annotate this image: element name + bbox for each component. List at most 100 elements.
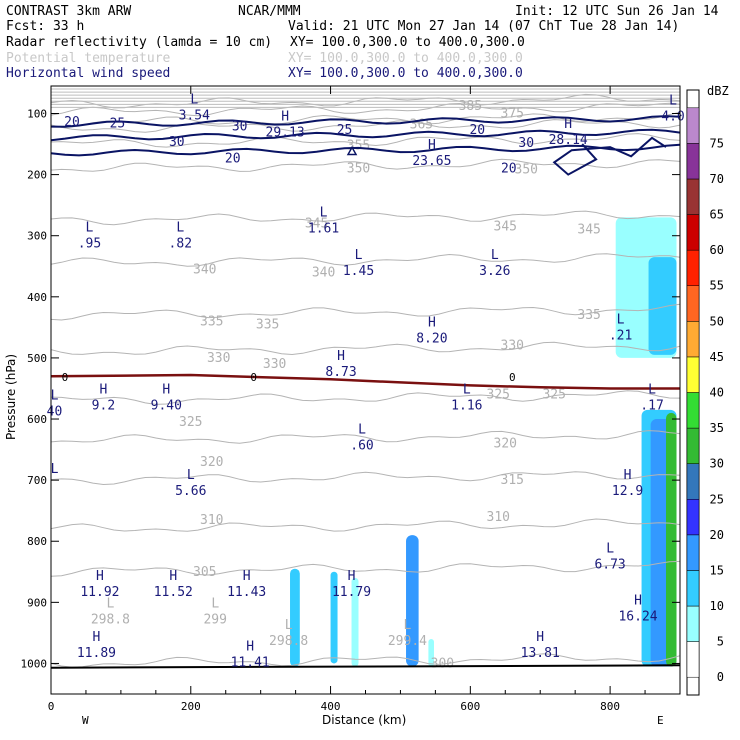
colorbar-swatch-5 [686,605,700,642]
x-tick-label-600: 600 [460,700,480,713]
extrema-label-layer: L3.54 H29.13H28.14H23.65L4.0L.95L.82L1.61… [47,92,685,670]
extremum-value-34: 299.4 [388,634,427,649]
extremum-value-12: 8.73 [325,365,356,380]
theta-label-15: 330 [263,357,286,372]
extremum-value-26: 11.79 [332,585,371,600]
header-init: Init: 12 UTC Sun 26 Jan 14 [515,4,719,19]
y-tick-label-800: 800 [27,535,47,548]
colorbar-label-60: 60 [710,243,724,257]
reflectivity-cell-6 [648,257,677,355]
wind-contour-30 [50,128,681,142]
extremum-value-8: 1.45 [343,264,374,279]
y-tick-label-200: 200 [27,169,47,182]
colorbar: 0 5 10 15 20 25 30 35 40 45 50 55 60 65 70 75 [686,89,724,696]
colorbar-swatch-0 [686,641,700,678]
x-axis-east-label: E [657,714,664,727]
extremum-value-14: 9.40 [151,399,182,414]
extremum-H-marker-13: H [100,383,108,398]
extremum-value-18: .60 [350,438,373,453]
theta-label-24: 310 [487,510,510,525]
extremum-value-11: 8.20 [416,331,447,346]
extremum-H-marker-29: H [246,639,254,654]
extremum-value-16: .17 [640,399,663,414]
wind-contour-label-2: 30 [232,120,248,135]
colorbar-label-35: 35 [710,421,724,435]
colorbar-label-10: 10 [710,599,724,613]
extremum-value-27: 16.24 [618,609,657,624]
zero-dbz-line-layer: 0 0 0 [50,371,681,669]
plot-frame [50,85,681,695]
field-name-wind: Horizontal wind speed [6,66,170,81]
extremum-L-marker-5: L [86,221,94,236]
theta-label-18: 325 [487,388,510,403]
surface-line [50,664,681,669]
theta-label-7: 345 [494,220,517,235]
colorbar-label-30: 30 [710,457,724,471]
extremum-H-marker-11: H [428,315,436,330]
extremum-value-28: 11.89 [77,646,116,661]
theta-contour-330 [50,341,681,356]
wind-contour-label-7: 20 [225,151,241,166]
extremum-H-marker-24: H [169,569,177,584]
colorbar-label-45: 45 [710,350,724,364]
extremum-value-23: 11.92 [80,585,119,600]
extremum-H-marker-12: H [337,349,345,364]
extremum-value-32: 299 [203,613,226,628]
y-tick-label-100: 100 [27,107,47,120]
colorbar-swatch-60 [686,214,700,251]
colorbar-label-75: 75 [710,136,724,150]
theta-label-8: 345 [577,223,600,238]
theta-label-22: 315 [501,473,524,488]
extremum-L-marker-33: L [285,618,293,633]
extremum-value-9: 3.26 [479,264,510,279]
extremum-L-marker-8: L [355,248,363,263]
extremum-L-marker-20: L [51,462,59,477]
theta-label-0: 385 [459,99,482,114]
theta-contour-310 [50,518,681,532]
field-xy-theta: XY= 100.0,300.0 to 400.0,300.0 [288,51,523,66]
colorbar-label-15: 15 [710,563,724,577]
theta-label-1: 375 [501,106,524,121]
theta-label-13: 335 [577,308,600,323]
colorbar-swatch-70 [686,143,700,180]
theta-label-9: 340 [193,262,216,277]
extremum-value-17: 40 [47,405,63,420]
colorbar-label-20: 20 [710,528,724,542]
extremum-H-marker-23: H [96,569,104,584]
colorbar-swatch-20 [686,499,700,536]
colorbar-swatch-40 [686,356,700,393]
theta-contour-365 [50,111,681,128]
extremum-value-10: .21 [609,328,632,343]
theta-label-6: 345 [305,216,328,231]
extremum-value-31: 298.8 [91,613,130,628]
reflectivity-cell-0 [290,568,300,667]
extremum-L-marker-34: L [404,618,412,633]
extremum-H-marker-27: H [634,593,642,608]
extremum-value-25: 11.43 [227,585,266,600]
zero-dbz-label-0: 0 [62,371,69,384]
wind-contour-label-8: 20 [501,161,517,176]
theta-contour-340 [50,253,681,267]
extremum-value-33: 298.8 [269,634,308,649]
extremum-value-21: 12.9 [612,484,643,499]
colorbar-label-40: 40 [710,386,724,400]
theta-label-25: 305 [193,565,216,580]
zero-dbz-label-2: 0 [509,371,516,384]
theta-contour-375 [50,102,681,117]
extremum-L-marker-6: L [176,221,184,236]
extremum-value-24: 11.52 [154,585,193,600]
wind-contour-label-5: 30 [169,135,185,150]
theta-contour-345 [50,210,681,226]
extremum-L-marker-10: L [617,312,625,327]
zero-dbz-line [50,373,680,390]
theta-label-5: 350 [515,163,538,178]
colorbar-label-55: 55 [710,279,724,293]
extremum-L-marker-4: L [669,94,677,109]
theta-contour-355 [50,133,681,148]
reflectivity-fill-layer [290,217,677,667]
wind-contour-label-4: 20 [469,123,485,138]
theta-label-20: 320 [200,455,223,470]
theta-label-11: 335 [200,314,223,329]
axis-layer: 0 200 400 600 800100200300400500600700800900… [21,86,681,713]
